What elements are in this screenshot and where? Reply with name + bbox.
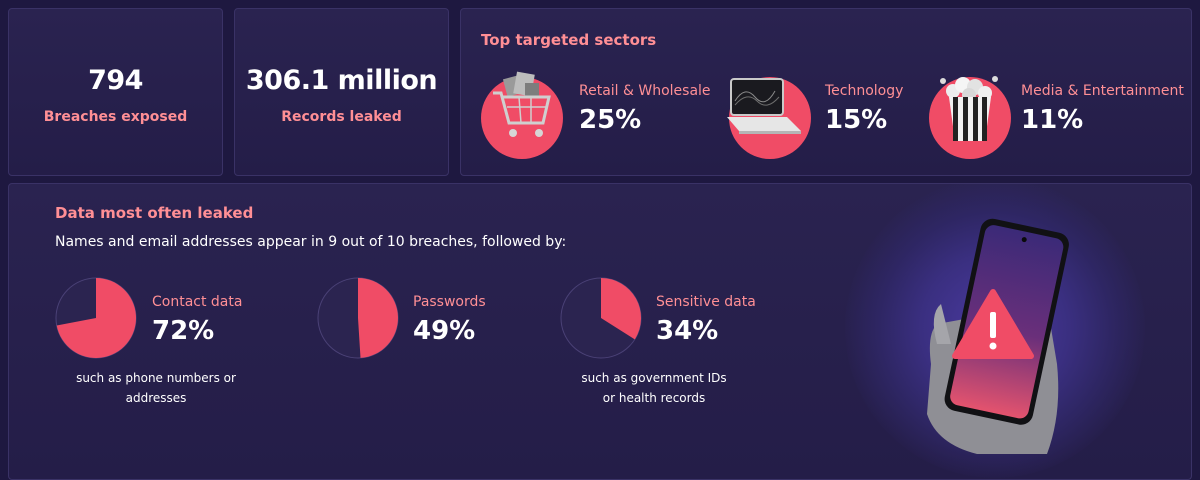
laptop-icon	[727, 78, 801, 134]
sectors-card: Top targeted sectors Retail & Wholesale …	[460, 8, 1192, 176]
retail-icon-circle	[481, 71, 563, 159]
sectors-title: Top targeted sectors	[481, 31, 657, 49]
records-card: 306.1 million Records leaked	[234, 8, 449, 176]
thumb-shape	[933, 304, 951, 344]
data-leaked-subtitle: Names and email addresses appear in 9 ou…	[55, 234, 567, 250]
phone-warning-illustration	[927, 218, 1069, 454]
passwords-percent: 49%	[413, 316, 476, 346]
contact-data-label: Contact data	[152, 294, 243, 310]
contact-data-note-line2: addresses	[125, 391, 187, 405]
breaches-card: 794 Breaches exposed	[8, 8, 223, 176]
retail-name: Retail & Wholesale	[579, 83, 711, 99]
breaches-label: Breaches exposed	[43, 109, 188, 125]
contact-data-note-line1: such as phone numbers or	[76, 371, 236, 385]
sensitive-data-note: such as government IDs or health records	[549, 368, 759, 408]
contact-data-percent: 72%	[152, 316, 215, 346]
records-value: 306.1 million	[245, 65, 438, 96]
retail-percent: 25%	[579, 105, 642, 135]
shopping-cart-icon	[493, 71, 551, 137]
sensitive-data-percent: 34%	[656, 316, 719, 346]
sensitive-data-note-line1: such as government IDs	[581, 371, 727, 385]
warning-icon	[952, 289, 1034, 359]
sensitive-data-pie-slice	[601, 278, 641, 340]
media-percent: 11%	[1021, 105, 1084, 135]
passwords-pie	[317, 277, 399, 359]
breaches-value: 794	[88, 65, 143, 96]
popcorn-icon	[940, 76, 998, 141]
media-name: Media & Entertainment	[1021, 83, 1184, 99]
technology-percent: 15%	[825, 105, 888, 135]
records-label: Records leaked	[281, 109, 402, 125]
sensitive-data-note-line2: or health records	[602, 391, 706, 405]
media-icon-circle	[929, 76, 1011, 159]
technology-name: Technology	[825, 83, 904, 99]
contact-data-pie-slice	[56, 278, 137, 358]
sensitive-data-pie	[560, 277, 642, 359]
passwords-pie-slice	[358, 278, 398, 358]
sensitive-data-label: Sensitive data	[656, 294, 756, 310]
contact-data-note: such as phone numbers or addresses	[49, 368, 263, 408]
passwords-label: Passwords	[413, 294, 486, 310]
data-leaked-card: Data most often leaked Names and email a…	[8, 183, 1192, 480]
data-leaked-title: Data most often leaked	[55, 204, 254, 222]
contact-data-pie	[55, 277, 137, 359]
technology-icon-circle	[727, 77, 811, 159]
